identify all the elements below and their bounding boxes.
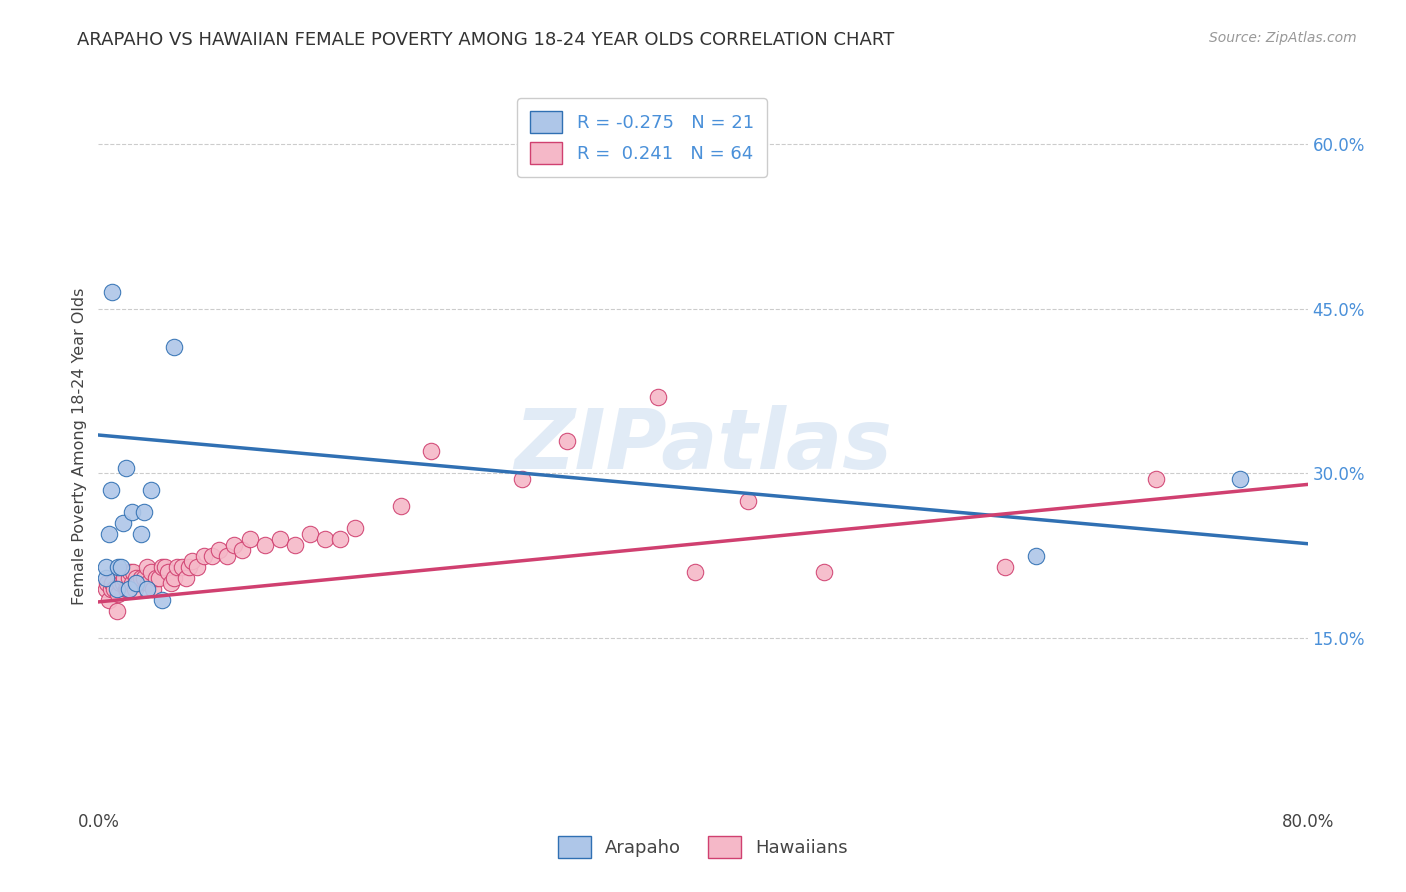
Point	[145, 571, 167, 585]
Point	[94, 571, 117, 585]
Point	[647, 390, 669, 404]
Point	[253, 538, 276, 552]
Point	[269, 533, 291, 547]
Point	[737, 494, 759, 508]
Point	[98, 592, 121, 607]
Point	[329, 533, 352, 547]
Point	[555, 434, 578, 448]
Point	[153, 559, 176, 574]
Point	[94, 559, 117, 574]
Point	[105, 604, 128, 618]
Point	[181, 554, 204, 568]
Point	[112, 571, 135, 585]
Point	[208, 543, 231, 558]
Point	[160, 576, 183, 591]
Point	[114, 582, 136, 596]
Point	[420, 444, 443, 458]
Point	[100, 483, 122, 497]
Point	[108, 576, 131, 591]
Y-axis label: Female Poverty Among 18-24 Year Olds: Female Poverty Among 18-24 Year Olds	[72, 287, 87, 605]
Point	[170, 559, 193, 574]
Point	[224, 538, 246, 552]
Point	[118, 571, 141, 585]
Point	[215, 549, 238, 563]
Point	[299, 526, 322, 541]
Point	[111, 576, 134, 591]
Point	[186, 559, 208, 574]
Point	[141, 566, 163, 580]
Point	[510, 472, 533, 486]
Point	[166, 559, 188, 574]
Point	[174, 571, 197, 585]
Point	[389, 500, 412, 514]
Point	[994, 559, 1017, 574]
Point	[201, 549, 224, 563]
Point	[239, 533, 262, 547]
Point	[115, 582, 138, 596]
Point	[125, 571, 148, 585]
Point	[111, 516, 134, 530]
Point	[1144, 472, 1167, 486]
Point	[1229, 472, 1251, 486]
Text: ZIPatlas: ZIPatlas	[515, 406, 891, 486]
Point	[163, 340, 186, 354]
Point	[284, 538, 307, 552]
Point	[121, 576, 143, 591]
Point	[124, 582, 146, 596]
Point	[101, 576, 124, 591]
Point	[107, 559, 129, 574]
Point	[110, 559, 132, 574]
Point	[98, 526, 121, 541]
Point	[344, 521, 367, 535]
Point	[129, 526, 152, 541]
Point	[142, 582, 165, 596]
Point	[193, 549, 215, 563]
Text: Source: ZipAtlas.com: Source: ZipAtlas.com	[1209, 31, 1357, 45]
Point	[813, 566, 835, 580]
Point	[105, 582, 128, 596]
Text: ARAPAHO VS HAWAIIAN FEMALE POVERTY AMONG 18-24 YEAR OLDS CORRELATION CHART: ARAPAHO VS HAWAIIAN FEMALE POVERTY AMONG…	[77, 31, 894, 49]
Point	[163, 571, 186, 585]
Point	[179, 559, 201, 574]
Point	[685, 566, 707, 580]
Point	[141, 483, 163, 497]
Point	[135, 559, 157, 574]
Point	[148, 571, 170, 585]
Point	[127, 576, 149, 591]
Point	[96, 576, 118, 591]
Point	[136, 576, 159, 591]
Point	[122, 566, 145, 580]
Point	[150, 592, 173, 607]
Point	[129, 571, 152, 585]
Point	[110, 566, 132, 580]
Point	[103, 582, 125, 596]
Point	[132, 505, 155, 519]
Legend: Arapaho, Hawaiians: Arapaho, Hawaiians	[551, 829, 855, 865]
Point	[231, 543, 253, 558]
Point	[314, 533, 336, 547]
Point	[135, 582, 157, 596]
Point	[132, 571, 155, 585]
Point	[94, 582, 117, 596]
Point	[120, 566, 142, 580]
Point	[118, 582, 141, 596]
Point	[1024, 549, 1046, 563]
Point	[125, 576, 148, 591]
Point	[107, 587, 129, 601]
Point	[156, 566, 179, 580]
Point	[100, 582, 122, 596]
Point	[121, 505, 143, 519]
Point	[114, 461, 136, 475]
Point	[101, 285, 124, 300]
Point	[150, 559, 173, 574]
